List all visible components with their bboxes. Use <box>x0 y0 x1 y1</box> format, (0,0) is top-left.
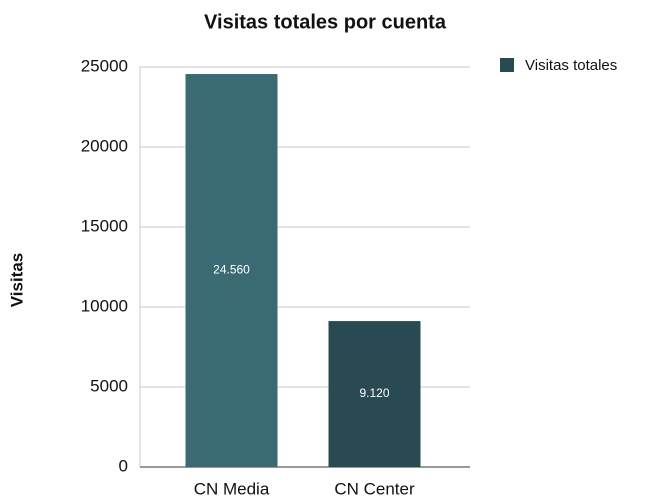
bar <box>185 74 278 467</box>
legend-label: Visitas totales <box>525 57 617 74</box>
y-axis-label: Visitas <box>7 253 26 308</box>
y-tick-label: 25000 <box>81 56 128 75</box>
y-tick-label: 5000 <box>90 376 128 395</box>
x-tick-label: CN Center <box>334 479 415 498</box>
y-tick-label: 20000 <box>81 136 128 155</box>
value-label: 24.560 <box>213 263 250 277</box>
value-label: 9.120 <box>359 386 389 400</box>
bar <box>328 321 421 467</box>
x-tick-label: CN Media <box>194 479 270 498</box>
y-tick-label: 10000 <box>81 296 128 315</box>
y-tick-label: 0 <box>119 456 128 475</box>
y-tick-label: 15000 <box>81 216 128 235</box>
chart-title: Visitas totales por cuenta <box>204 11 447 33</box>
legend-swatch <box>500 58 514 72</box>
